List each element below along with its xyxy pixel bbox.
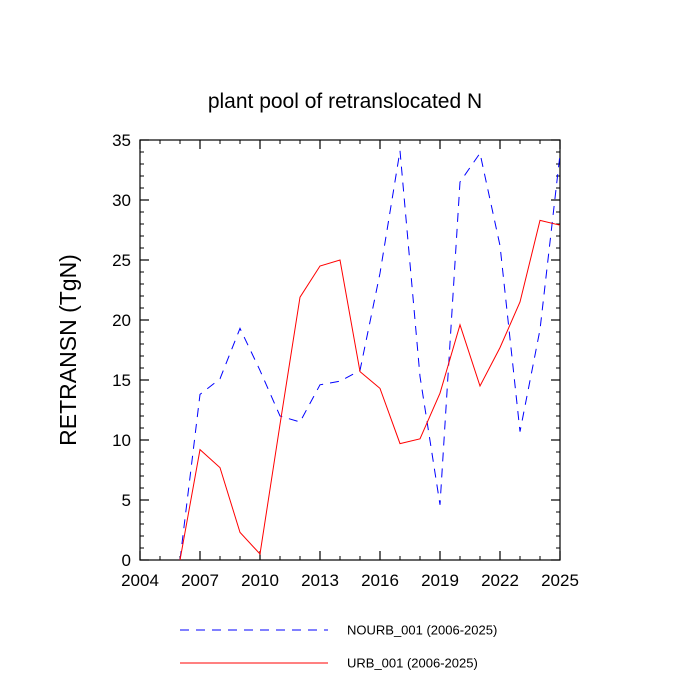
y-axis-label: RETRANSN (TgN) [55,254,81,446]
x-tick-label: 2016 [361,571,399,590]
legend-label: URB_001 (2006-2025) [347,656,478,671]
x-tick-label: 2025 [541,571,579,590]
chart-title: plant pool of retranslocated N [208,90,482,113]
y-tick-label: 15 [112,371,131,390]
y-tick-label: 5 [122,491,131,510]
series-lines [179,150,561,561]
x-tick-label: 2019 [421,571,459,590]
axis-ticks: 2004 2007 2010 2013 2016 2019 2022 202505101520… [112,131,579,590]
legend: NOURB_001 (2006-2025) URB_001 (2006-2025) [180,623,497,671]
y-tick-label: 30 [112,191,131,210]
x-tick-label: 2004 [121,571,159,590]
y-tick-label: 0 [122,551,131,570]
y-tick-label: 35 [112,131,131,150]
series-line-urb-001 [179,219,561,561]
x-tick-label: 2013 [301,571,339,590]
plot-frame [139,139,561,561]
series-line-nourb-001 [179,150,561,561]
y-tick-label: 20 [112,311,131,330]
x-tick-label: 2007 [181,571,219,590]
y-tick-label: 10 [112,431,131,450]
y-tick-label: 25 [112,251,131,270]
x-tick-label: 2022 [481,571,519,590]
x-tick-label: 2010 [241,571,279,590]
legend-label: NOURB_001 (2006-2025) [347,623,497,638]
